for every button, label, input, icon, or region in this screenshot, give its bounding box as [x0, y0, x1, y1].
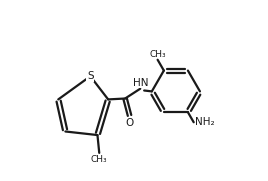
Text: CH₃: CH₃: [149, 50, 166, 59]
Text: HN: HN: [133, 78, 149, 88]
Text: S: S: [87, 71, 94, 81]
Text: CH₃: CH₃: [91, 155, 107, 164]
Text: O: O: [125, 118, 134, 128]
Text: NH₂: NH₂: [195, 117, 214, 127]
